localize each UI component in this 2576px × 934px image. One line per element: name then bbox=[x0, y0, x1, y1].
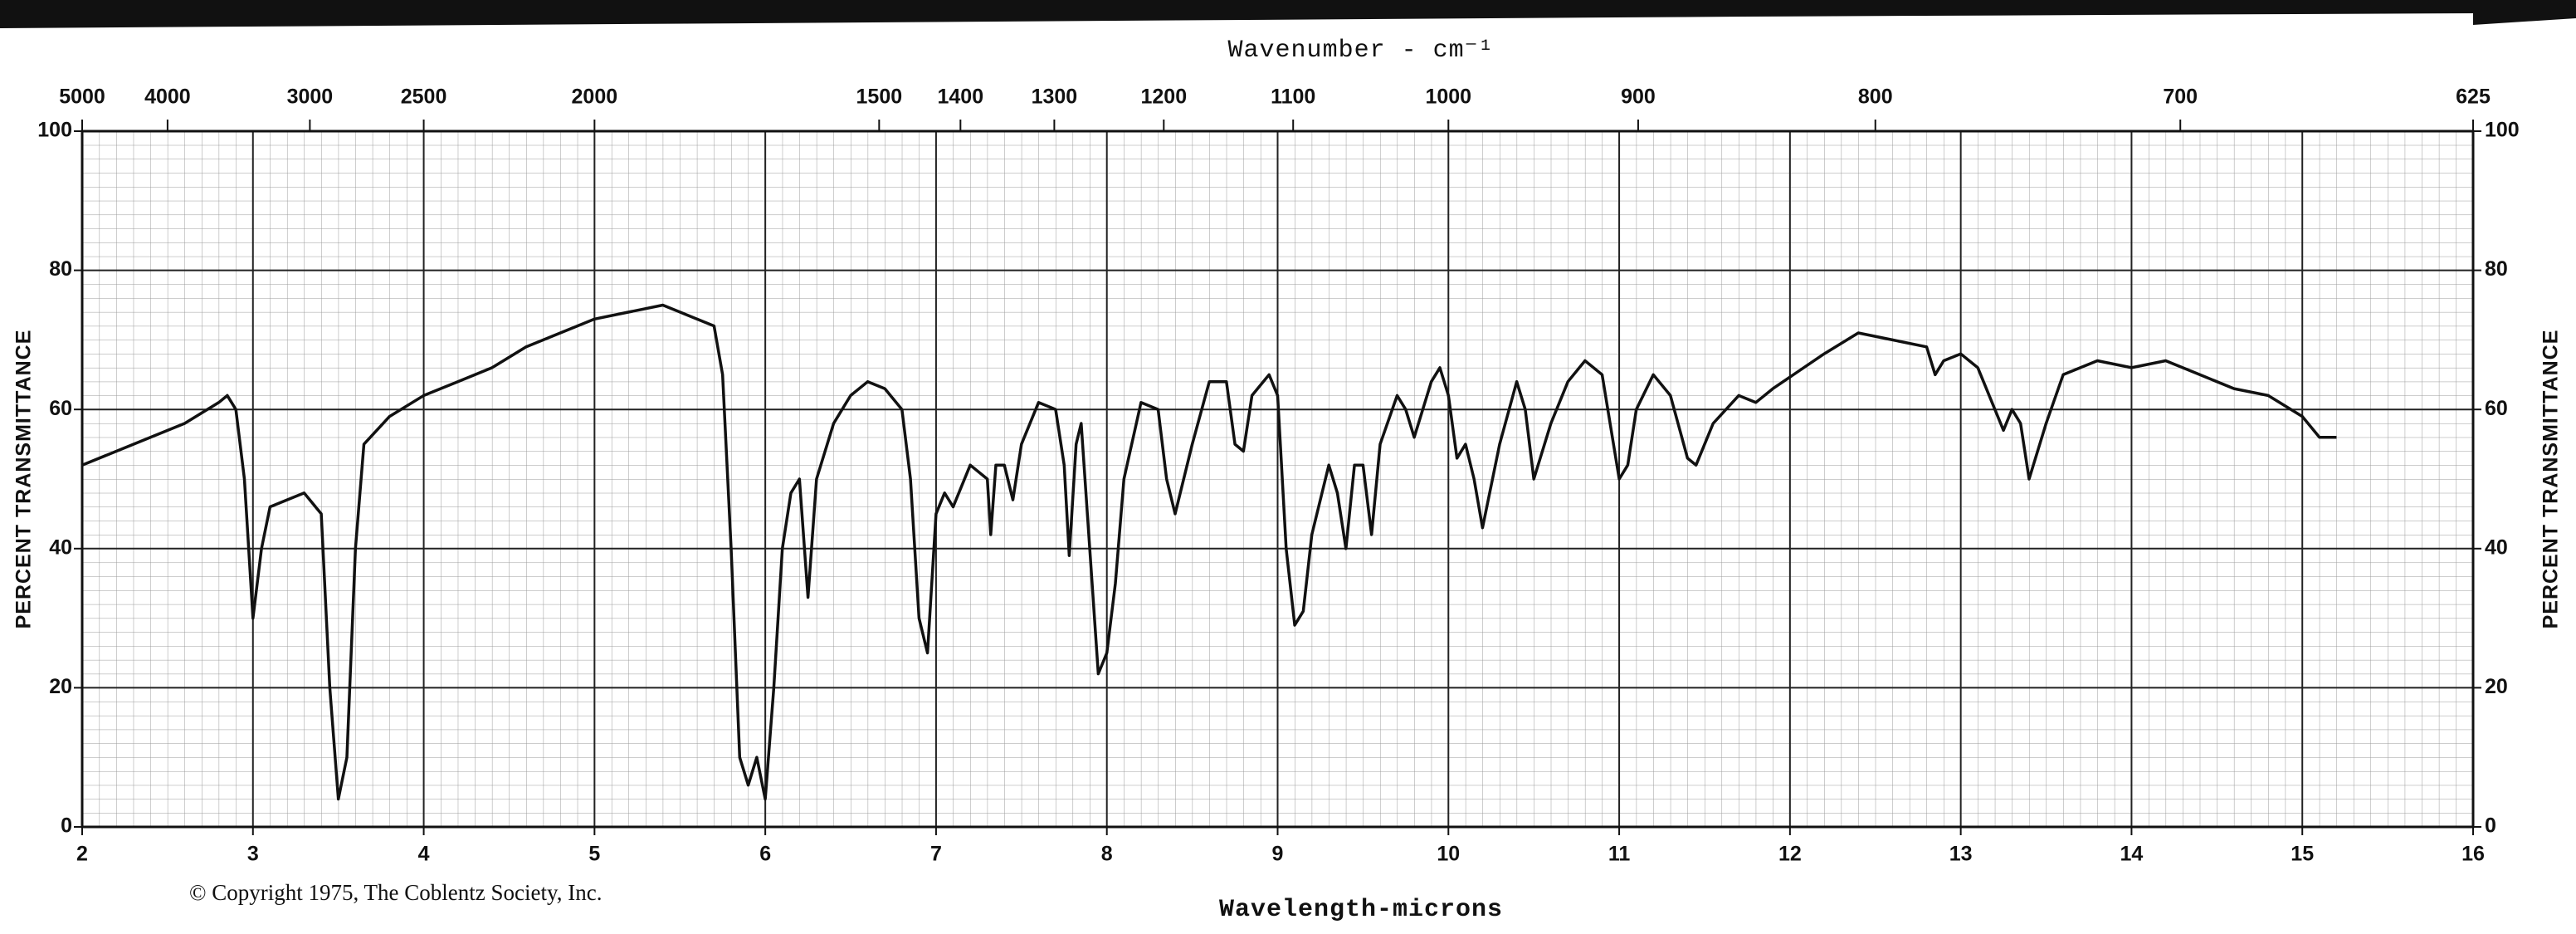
x-tick-label: 6 bbox=[759, 843, 771, 866]
y2-tick-label: 40 bbox=[2485, 535, 2508, 559]
y-tick-label: 20 bbox=[49, 675, 72, 698]
x2-tick-label: 1200 bbox=[1140, 86, 1187, 109]
plot-area bbox=[81, 130, 2474, 828]
x2-tick-label: 2000 bbox=[572, 86, 618, 109]
x-tick-label: 11 bbox=[1608, 843, 1631, 866]
y2-tick-label: 0 bbox=[2485, 814, 2496, 838]
x2-tick-label: 1000 bbox=[1425, 86, 1471, 109]
x2-tick-label: 800 bbox=[1858, 86, 1893, 109]
y2-tick-label: 60 bbox=[2485, 397, 2508, 420]
x-tick-label: 2 bbox=[76, 843, 88, 866]
y-tick-label: 60 bbox=[49, 397, 72, 420]
x-tick-label: 14 bbox=[2120, 843, 2144, 866]
x2-tick-label: 625 bbox=[2456, 86, 2491, 109]
y-tick-label: 80 bbox=[49, 257, 72, 281]
x-tick-label: 5 bbox=[588, 843, 600, 866]
y2-tick-label: 80 bbox=[2485, 257, 2508, 281]
y-tick-label: 0 bbox=[61, 814, 72, 838]
x-tick-label: 12 bbox=[1778, 843, 1802, 866]
x-tick-label: 3 bbox=[247, 843, 259, 866]
spectrum-line bbox=[81, 303, 2337, 801]
x-tick-label: 8 bbox=[1101, 843, 1113, 866]
x2-tick-label: 1500 bbox=[856, 86, 903, 109]
top-axis-title: Wavenumber - cm⁻¹ bbox=[1228, 37, 1495, 65]
x-tick-label: 10 bbox=[1437, 843, 1460, 866]
y2-tick-label: 20 bbox=[2485, 675, 2508, 698]
x2-tick-label: 700 bbox=[2163, 86, 2198, 109]
x-tick-label: 7 bbox=[930, 843, 942, 866]
scan-edge bbox=[0, 0, 2576, 28]
x2-tick-label: 1100 bbox=[1271, 86, 1315, 109]
x2-tick-label: 900 bbox=[1621, 86, 1656, 109]
copyright: © Copyright 1975, The Coblentz Society, … bbox=[189, 880, 602, 905]
x-tick-label: 15 bbox=[2291, 843, 2314, 866]
y2-tick-label: 100 bbox=[2485, 119, 2520, 142]
y2-axis-title: PERCENT TRANSMITTANCE bbox=[2539, 330, 2563, 629]
x2-tick-label: 1400 bbox=[938, 86, 984, 109]
plot-frame bbox=[80, 130, 2475, 829]
x-axis-title: Wavelength-microns bbox=[1219, 896, 1503, 924]
y-axis-title: PERCENT TRANSMITTANCE bbox=[12, 330, 36, 629]
x2-tick-label: 4000 bbox=[144, 86, 191, 109]
y-tick-label: 40 bbox=[49, 535, 72, 559]
x-tick-label: 16 bbox=[2461, 843, 2485, 866]
x-tick-label: 4 bbox=[418, 843, 430, 866]
x2-tick-label: 1300 bbox=[1032, 86, 1078, 109]
x2-tick-label: 3000 bbox=[287, 86, 334, 109]
x2-tick-label: 5000 bbox=[59, 86, 105, 109]
x2-tick-label: 2500 bbox=[401, 86, 447, 109]
y-tick-label: 100 bbox=[37, 119, 72, 142]
x-tick-label: 9 bbox=[1272, 843, 1284, 866]
x-tick-label: 13 bbox=[1949, 843, 1973, 866]
